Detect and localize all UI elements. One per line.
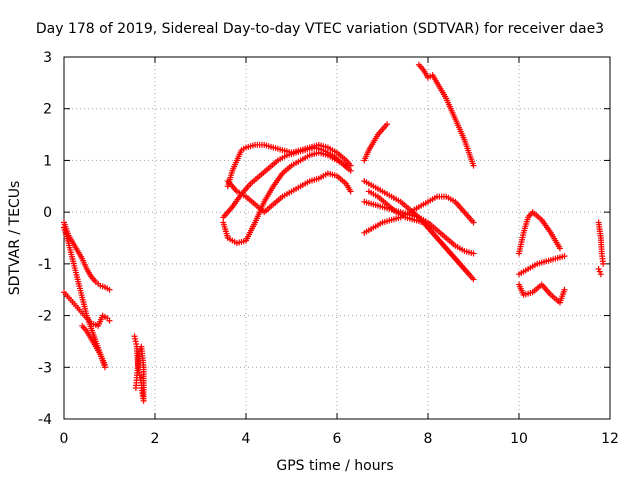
- y-tick-label: 3: [43, 50, 52, 66]
- series-track-10: [361, 121, 391, 164]
- x-tick-label: 12: [601, 431, 619, 447]
- series-track-8: [220, 144, 354, 221]
- y-axis-label: SDTVAR / TECUs: [7, 181, 23, 296]
- data-point: [465, 271, 472, 278]
- series-track-20: [595, 266, 604, 278]
- data-point: [132, 384, 139, 391]
- series-track-19: [595, 219, 607, 267]
- y-tick-label: -4: [38, 412, 52, 428]
- series-track-13: [365, 188, 472, 278]
- data-point: [556, 245, 563, 252]
- series-track-18: [516, 281, 568, 306]
- data-point: [106, 286, 113, 293]
- y-tick-label: 2: [43, 102, 52, 118]
- data-point: [470, 162, 477, 169]
- data-point: [561, 286, 568, 293]
- y-tick-label: 0: [43, 205, 52, 221]
- y-tick-label: 1: [43, 153, 52, 169]
- chart-title: Day 178 of 2019, Sidereal Day-to-day VTE…: [36, 21, 604, 37]
- series-track-14: [361, 198, 477, 257]
- data-point: [600, 260, 607, 267]
- data-point: [347, 188, 354, 195]
- series-track-17: [516, 253, 568, 278]
- x-tick-label: 8: [424, 431, 433, 447]
- x-tick-label: 0: [60, 431, 69, 447]
- series-track-12: [361, 178, 477, 283]
- series-track-6: [224, 141, 354, 190]
- x-tick-label: 10: [510, 431, 528, 447]
- data-marks: [61, 61, 607, 404]
- data-point: [470, 276, 477, 283]
- data-point: [597, 271, 604, 278]
- data-point: [384, 121, 391, 128]
- data-point: [470, 250, 477, 257]
- data-point: [101, 361, 108, 368]
- data-point: [561, 253, 568, 260]
- y-tick-label: -2: [38, 309, 52, 325]
- axis-ticks: [63, 56, 611, 420]
- y-tick-label: -3: [38, 360, 52, 376]
- x-tick-label: 4: [242, 431, 251, 447]
- x-axis-label: GPS time / hours: [276, 458, 393, 474]
- data-point: [106, 317, 113, 324]
- series-track-4: [79, 322, 108, 368]
- x-tick-labels: 0 2 4 6 8 10 12: [60, 431, 619, 447]
- series-track-3: [61, 289, 113, 329]
- y-tick-label: -1: [38, 257, 52, 273]
- series-track-16: [516, 209, 563, 257]
- series-track-1: [61, 219, 113, 293]
- series-track-15: [415, 61, 477, 169]
- x-tick-label: 2: [151, 431, 160, 447]
- data-point: [347, 167, 354, 174]
- series-track-9: [224, 170, 354, 216]
- x-tick-label: 6: [333, 431, 342, 447]
- series-track-7: [220, 149, 350, 247]
- series-track-2: [61, 224, 108, 371]
- series-track-5: [131, 333, 147, 404]
- y-tick-labels: -4 -3 -2 -1 0 1 2 3: [38, 50, 52, 428]
- data-point: [470, 219, 477, 226]
